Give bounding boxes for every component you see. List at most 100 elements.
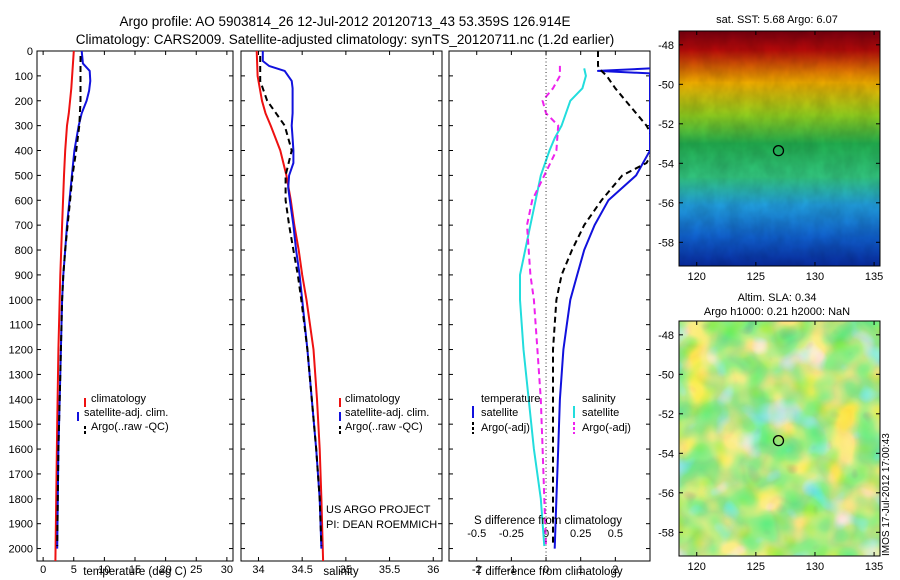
map-y-tick-label: -58	[658, 527, 674, 539]
legend-label-temp-argo: Argo(-adj)	[481, 422, 530, 434]
y-tick-label: 700	[15, 220, 33, 232]
series-clim-line	[54, 51, 75, 561]
legend-label-sal-satellite: satellite	[582, 407, 619, 419]
y-tick-label: 0	[27, 46, 33, 58]
sla-map-axes: 120 125 130 135 -48 -50 -52 -54 -56 -58	[658, 321, 883, 573]
x-tick-label: 2	[612, 564, 618, 576]
series-argo-line	[259, 56, 323, 547]
temperature-axes: 0 5 10 15 20 25 300100200300400500600700800900…	[9, 46, 233, 576]
map-x-tick-label: 120	[688, 561, 706, 573]
y-tick-label: 400	[15, 146, 33, 158]
x-tick-label: 0	[40, 564, 46, 576]
x-tick-label: 35	[340, 564, 352, 576]
map-x-tick-label: 130	[806, 271, 824, 283]
sst-texture	[679, 31, 880, 266]
map-x-tick-label: 135	[865, 271, 883, 283]
x2-tick-label: 0.5	[608, 528, 623, 540]
argo-location-marker	[772, 435, 785, 447]
x-tick-label: -1	[506, 564, 516, 576]
legend-label-argo: Argo(..raw -QC)	[91, 421, 169, 433]
y-tick-label: 1100	[9, 320, 33, 332]
y-tick-label: 600	[15, 195, 33, 207]
temperature-curves	[54, 51, 92, 561]
y-tick-label: 1200	[9, 345, 33, 357]
legend-label-satellite: satellite-adj. clim.	[84, 407, 168, 419]
salinity-axes: 34 34.5 35 35.5 36	[241, 50, 442, 576]
y-tick-label: 1400	[9, 394, 33, 406]
x2-tick-label: 0.25	[570, 528, 591, 540]
difference-panel-frame	[448, 50, 651, 562]
y-tick-label: 800	[15, 245, 33, 257]
map-y-tick-label: -52	[658, 119, 674, 131]
tdiff-xlabel: T difference from climatology	[475, 566, 622, 578]
timestamp-label: IMOS 17-Jul-2012 17:00:43	[881, 433, 892, 556]
map-y-tick-label: -50	[658, 79, 674, 91]
series-clim-line	[255, 51, 325, 561]
y-tick-label: 1500	[9, 419, 33, 431]
y-tick-label: 900	[15, 270, 33, 282]
map-y-tick-label: -54	[658, 448, 674, 460]
map-y-tick-label: -48	[658, 40, 674, 52]
temperature-xlabel: temperature (deg C)	[83, 566, 187, 578]
x-tick-label: 25	[190, 564, 202, 576]
y-tick-label: 200	[15, 96, 33, 108]
header-line-1: Argo profile: AO 5903814_26 12-Jul-2012 …	[119, 14, 570, 29]
map-x-tick-label: 125	[747, 271, 765, 283]
legend-label-satellite: satellite-adj. clim.	[345, 407, 429, 419]
x-tick-label: 10	[98, 564, 110, 576]
legend-title-salinity: salinity	[582, 393, 616, 405]
y-tick-label: 1000	[9, 295, 33, 307]
y-tick-label: 1300	[9, 369, 33, 381]
y-tick-label: 100	[15, 71, 33, 83]
sst-map-axes: 120 125 130 135 -48 -50 -52 -54 -56 -58	[658, 31, 883, 283]
header-line-2: Climatology: CARS2009. Satellite-adjuste…	[76, 32, 615, 47]
y-tick-label: 1600	[9, 444, 33, 456]
series-argo-line	[56, 56, 82, 547]
x-tick-label: 15	[129, 564, 141, 576]
map-y-tick-label: -50	[658, 369, 674, 381]
legend-title-temperature: temperature	[481, 393, 540, 405]
legend-label-argo: Argo(..raw -QC)	[345, 421, 423, 433]
salinity-panel-frame	[240, 50, 443, 562]
legend-label-sal-argo: Argo(-adj)	[582, 422, 631, 434]
series-sat-line	[553, 67, 650, 549]
y-tick-label: 1900	[9, 519, 33, 531]
x-tick-label: 35.5	[379, 564, 400, 576]
map-y-tick-label: -54	[658, 158, 674, 170]
map-x-tick-label: 120	[688, 271, 706, 283]
y-tick-label: 500	[15, 170, 33, 182]
series-argo-line	[552, 51, 650, 547]
temperature-legend: climatology satellite-adj. clim. Argo(..…	[77, 393, 169, 435]
legend-label-climatology: climatology	[345, 393, 401, 405]
map-x-tick-label: 130	[806, 561, 824, 573]
legend-label-temp-satellite: satellite	[481, 407, 518, 419]
map-x-tick-label: 135	[865, 561, 883, 573]
difference-curves	[519, 51, 650, 549]
salinity-curves	[255, 51, 325, 561]
y-tick-label: 300	[15, 121, 33, 133]
x2-tick-label: -0.25	[499, 528, 524, 540]
project-pi: PI: DEAN ROEMMICH	[326, 519, 437, 531]
sla-map-subtitle: Argo h1000: 0.21 h2000: NaN	[704, 306, 850, 318]
x-tick-label: -2	[472, 564, 482, 576]
sla-field	[679, 321, 880, 556]
y-tick-label: 2000	[9, 544, 33, 556]
y-tick-label: 1800	[9, 494, 33, 506]
x-tick-label: 20	[160, 564, 172, 576]
x-tick-label: 0	[543, 564, 549, 576]
sst-map	[678, 30, 881, 267]
map-y-tick-label: -48	[658, 330, 674, 342]
difference-legend: temperature salinity satellite Argo(-adj…	[472, 393, 631, 434]
project-name: US ARGO PROJECT	[326, 504, 431, 516]
x-tick-label: 1	[578, 564, 584, 576]
salinity-xlabel: salinity	[323, 566, 358, 578]
x-tick-label: 34.5	[291, 564, 312, 576]
y-tick-label: 1700	[9, 469, 33, 481]
sla-map	[678, 320, 881, 557]
x-tick-label: 5	[71, 564, 77, 576]
salinity-legend: climatology satellite-adj. clim. Argo(..…	[339, 393, 429, 435]
x-tick-label: 30	[221, 564, 233, 576]
sla-map-frame	[678, 320, 881, 557]
map-y-tick-label: -56	[658, 198, 674, 210]
